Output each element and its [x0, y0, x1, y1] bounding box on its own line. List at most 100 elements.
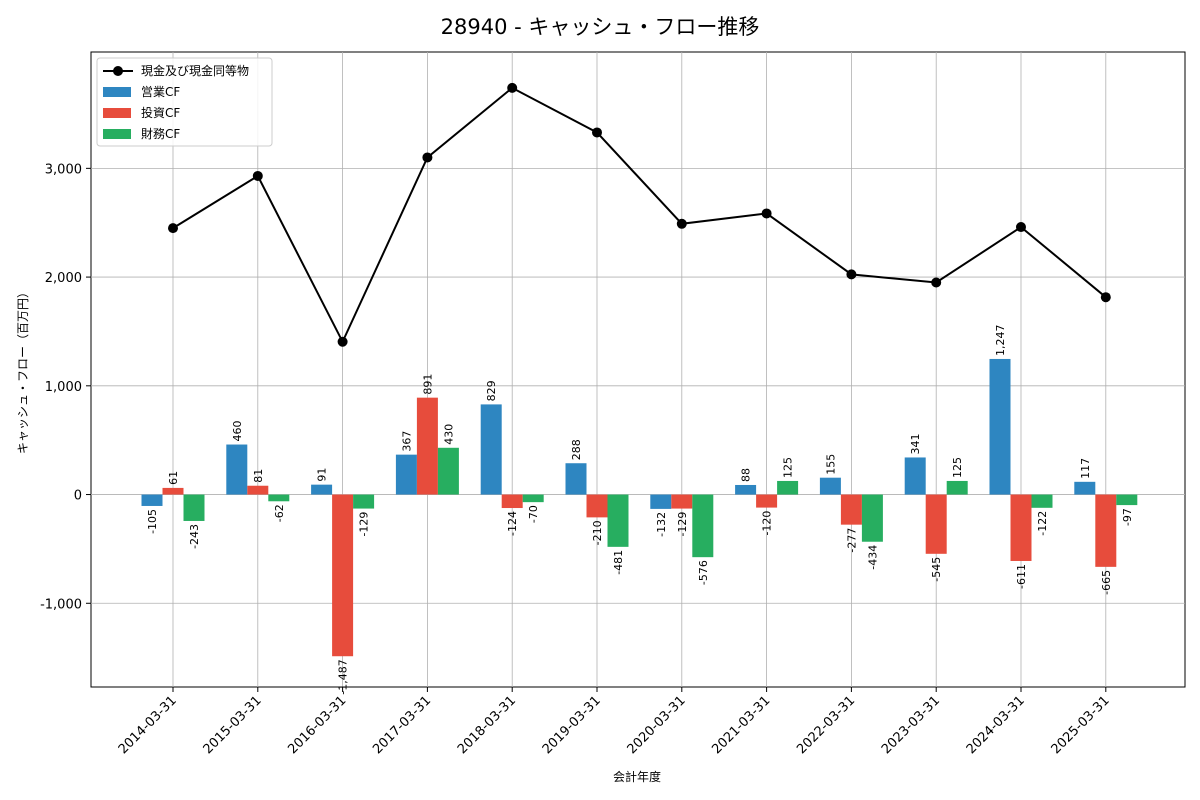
bar-label: 125 — [782, 457, 795, 478]
x-tick-label: 2024-03-31 — [964, 693, 1028, 757]
bar-営業CF-2014-03-31 — [141, 494, 163, 506]
bar-label: -70 — [527, 505, 540, 523]
bar-label: -545 — [930, 557, 943, 582]
bar-投資CF-2019-03-31 — [586, 494, 608, 518]
bar-label: 117 — [1079, 458, 1092, 479]
legend-swatch-投資CF — [103, 108, 131, 118]
x-tick-label: 2018-03-31 — [455, 693, 519, 757]
bar-営業CF-2016-03-31 — [311, 484, 333, 495]
x-tick-label: 2021-03-31 — [709, 693, 773, 757]
cash-point-2022-03-31 — [846, 269, 857, 280]
bar-財務CF-2018-03-31 — [522, 494, 544, 503]
y-tick-label: 0 — [74, 489, 82, 504]
x-tick-label: 2019-03-31 — [540, 693, 604, 757]
bar-label: 125 — [951, 457, 964, 478]
bar-label: 61 — [167, 471, 180, 485]
x-tick-label: 2025-03-31 — [1049, 693, 1113, 757]
bar-label: -120 — [761, 511, 774, 536]
cash-line-path — [172, 86, 1107, 345]
bar-label: -243 — [188, 524, 201, 549]
cash-point-2025-03-31 — [1100, 292, 1111, 303]
bar-label: -210 — [591, 520, 604, 545]
bar-label: -105 — [146, 509, 159, 534]
bar-営業CF-2021-03-31 — [735, 484, 757, 495]
bar-label: -665 — [1100, 570, 1113, 595]
bar-labels: -105 460 91 367 829 288 -132 88 155 341 1,247 117 61… — [146, 324, 1134, 694]
bar-label: 1,247 — [994, 324, 1007, 356]
legend-label: 現金及び現金同等物 — [141, 63, 249, 78]
legend-line-marker — [113, 66, 123, 76]
bar-投資CF-2024-03-31 — [1010, 494, 1032, 561]
bar-営業CF-2018-03-31 — [480, 404, 502, 495]
bar-財務CF-2014-03-31 — [183, 494, 205, 521]
cash-line — [168, 82, 1111, 347]
bar-label: 829 — [485, 380, 498, 401]
bar-label: 91 — [316, 468, 329, 482]
cash-point-2014-03-31 — [168, 223, 178, 234]
bar-label: 288 — [570, 439, 583, 460]
bar-label: 891 — [421, 374, 434, 395]
x-tick-label: 2015-03-31 — [201, 693, 265, 757]
bar-営業CF-2019-03-31 — [565, 463, 587, 495]
x-axis-label: 会計年度 — [613, 769, 661, 784]
cash-point-2016-03-31 — [337, 336, 348, 347]
bar-営業CF-2020-03-31 — [650, 494, 672, 509]
bar-label: 460 — [231, 421, 244, 442]
legend-box — [96, 57, 273, 147]
legend-label: 財務CF — [141, 126, 180, 141]
bar-label: 341 — [909, 433, 922, 454]
bar-投資CF-2021-03-31 — [756, 494, 778, 508]
y-axis: -1,000 0 1,000 2,000 3,000 — [40, 162, 91, 612]
bar-label: 367 — [400, 431, 413, 452]
legend-label: 投資CF — [141, 105, 180, 120]
bar-財務CF-2024-03-31 — [1031, 494, 1053, 508]
bar-財務CF-2023-03-31 — [946, 480, 968, 495]
bar-財務CF-2015-03-31 — [268, 494, 290, 502]
bar-label: -132 — [655, 512, 668, 537]
legend-swatch-営業CF — [103, 87, 131, 97]
bar-label: -277 — [845, 528, 858, 553]
bar-営業CF-2022-03-31 — [819, 477, 841, 495]
x-tick-label: 2023-03-31 — [879, 693, 943, 757]
bar-label: 81 — [252, 469, 265, 483]
bar-財務CF-2017-03-31 — [437, 447, 459, 495]
bar-財務CF-2021-03-31 — [777, 480, 799, 495]
bar-財務CF-2022-03-31 — [861, 494, 883, 542]
bar-label: -611 — [1015, 564, 1028, 589]
x-tick-label: 2022-03-31 — [794, 693, 858, 757]
y-tick-label: 1,000 — [45, 380, 82, 395]
x-tick-label: 2020-03-31 — [625, 693, 689, 757]
x-axis: 2014-03-31 2015-03-31 2016-03-31 2017-03-31… — [116, 687, 1113, 757]
bar-投資CF-2017-03-31 — [416, 397, 438, 495]
bar-財務CF-2020-03-31 — [692, 494, 714, 558]
bar-投資CF-2020-03-31 — [671, 494, 693, 509]
x-tick-label: 2017-03-31 — [370, 693, 434, 757]
bar-投資CF-2015-03-31 — [247, 485, 269, 495]
bar-投資CF-2018-03-31 — [501, 494, 523, 509]
bar-投資CF-2022-03-31 — [840, 494, 862, 525]
bar-投資CF-2016-03-31 — [332, 494, 354, 657]
bar-label: -481 — [612, 550, 625, 575]
bar-label: 88 — [740, 468, 753, 482]
cash-point-2021-03-31 — [761, 208, 772, 219]
bar-label: -122 — [1036, 511, 1049, 536]
chart-title: 28940 - キャッシュ・フロー推移 — [441, 15, 760, 39]
cash-point-2017-03-31 — [422, 152, 433, 163]
x-tick-label: 2016-03-31 — [285, 693, 349, 757]
bar-財務CF-2016-03-31 — [353, 494, 375, 509]
y-tick-label: 3,000 — [45, 162, 82, 177]
bars — [141, 358, 1138, 657]
bar-営業CF-2025-03-31 — [1074, 481, 1096, 495]
bar-営業CF-2017-03-31 — [395, 454, 417, 495]
bar-label: -129 — [358, 512, 371, 537]
cash-point-2018-03-31 — [507, 82, 518, 93]
cash-point-2020-03-31 — [676, 218, 687, 229]
bar-label: -1,487 — [337, 659, 350, 694]
bar-営業CF-2015-03-31 — [226, 444, 248, 495]
y-tick-label: 2,000 — [45, 271, 82, 286]
bar-営業CF-2024-03-31 — [989, 358, 1011, 495]
bar-財務CF-2025-03-31 — [1116, 494, 1138, 506]
bar-投資CF-2023-03-31 — [925, 494, 947, 554]
bar-財務CF-2019-03-31 — [607, 494, 629, 547]
